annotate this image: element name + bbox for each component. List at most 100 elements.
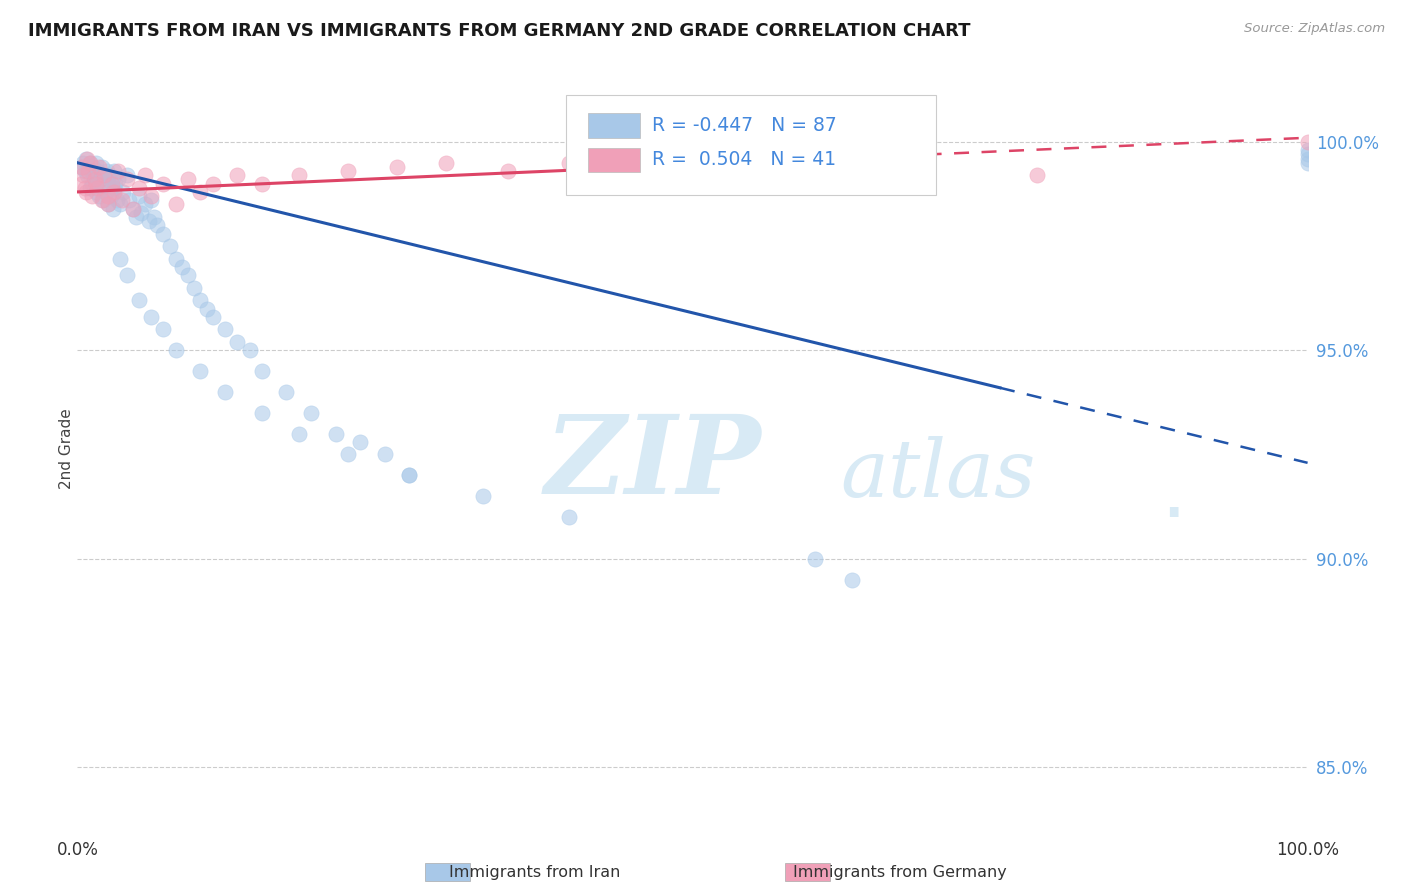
Point: [188, 293, 212, 308]
Point: [1026, 168, 1049, 182]
Bar: [588, 113, 640, 138]
Point: [558, 155, 581, 169]
Point: [70, 160, 93, 174]
Text: .: .: [1160, 453, 1187, 534]
Point: [110, 197, 132, 211]
Point: [558, 510, 581, 524]
Point: [72, 168, 94, 182]
Point: [90, 160, 114, 174]
Point: [250, 364, 273, 378]
Point: [104, 177, 127, 191]
Point: [103, 164, 125, 178]
Point: [115, 268, 138, 283]
Point: [177, 172, 200, 186]
Point: [226, 334, 249, 349]
Point: [128, 189, 150, 203]
Point: [125, 210, 148, 224]
Point: [436, 155, 458, 169]
Point: [89, 160, 111, 174]
Point: [82, 160, 104, 174]
Point: [250, 177, 273, 191]
Point: [374, 448, 396, 462]
Point: [129, 206, 153, 220]
Point: [121, 202, 143, 216]
Point: [87, 164, 110, 178]
Point: [111, 185, 134, 199]
Point: [1296, 143, 1319, 157]
Point: [337, 164, 360, 178]
Point: [84, 177, 107, 191]
Point: [134, 168, 156, 182]
Point: [214, 322, 236, 336]
Point: [93, 168, 115, 182]
Point: [97, 177, 120, 191]
Point: [84, 155, 107, 169]
Point: [75, 152, 97, 166]
Point: [70, 160, 93, 174]
Text: R = -0.447   N = 87: R = -0.447 N = 87: [652, 116, 837, 135]
Point: [79, 155, 101, 169]
Point: [141, 194, 163, 208]
Point: [472, 489, 495, 503]
Point: [398, 468, 420, 483]
Point: [77, 160, 100, 174]
Point: [177, 268, 200, 283]
Point: [103, 180, 125, 194]
Point: [97, 197, 120, 211]
Text: Source: ZipAtlas.com: Source: ZipAtlas.com: [1244, 22, 1385, 36]
Point: [90, 180, 114, 194]
Point: [325, 426, 347, 441]
Text: atlas: atlas: [841, 436, 1035, 514]
Point: [100, 189, 122, 203]
Point: [75, 185, 97, 199]
Point: [72, 155, 94, 169]
Point: [165, 252, 187, 266]
Point: [188, 185, 212, 199]
Point: [73, 180, 96, 194]
Text: Immigrants from Germany: Immigrants from Germany: [793, 865, 1007, 880]
Point: [195, 301, 218, 316]
Point: [276, 384, 298, 399]
Text: R =  0.504   N = 41: R = 0.504 N = 41: [652, 151, 837, 169]
Point: [101, 202, 124, 216]
Point: [93, 168, 115, 182]
Text: Immigrants from Iran: Immigrants from Iran: [449, 865, 620, 880]
Point: [76, 168, 98, 182]
Point: [86, 180, 108, 194]
Point: [90, 172, 112, 186]
Point: [299, 406, 322, 420]
Point: [86, 168, 108, 182]
Point: [170, 260, 193, 274]
Point: [804, 551, 827, 566]
Point: [70, 177, 93, 191]
Point: [82, 177, 104, 191]
Point: [76, 152, 98, 166]
Point: [1296, 147, 1319, 161]
Point: [159, 239, 181, 253]
Point: [91, 194, 114, 208]
Point: [201, 310, 224, 324]
Text: IMMIGRANTS FROM IRAN VS IMMIGRANTS FROM GERMANY 2ND GRADE CORRELATION CHART: IMMIGRANTS FROM IRAN VS IMMIGRANTS FROM …: [28, 22, 970, 40]
Point: [101, 177, 124, 191]
Point: [288, 168, 311, 182]
Point: [83, 172, 105, 186]
Point: [183, 281, 205, 295]
Point: [188, 364, 212, 378]
Point: [152, 322, 174, 336]
Point: [111, 194, 132, 208]
Point: [97, 189, 120, 203]
Point: [107, 164, 129, 178]
Point: [214, 384, 236, 399]
Point: [250, 406, 273, 420]
Point: [84, 185, 107, 199]
Point: [165, 197, 187, 211]
Point: [98, 168, 121, 182]
Y-axis label: 2nd Grade: 2nd Grade: [59, 408, 73, 489]
Point: [152, 177, 174, 191]
Point: [349, 434, 371, 449]
Point: [239, 343, 262, 358]
Point: [1296, 152, 1319, 166]
Point: [128, 180, 150, 194]
Point: [82, 189, 104, 203]
Point: [226, 168, 249, 182]
